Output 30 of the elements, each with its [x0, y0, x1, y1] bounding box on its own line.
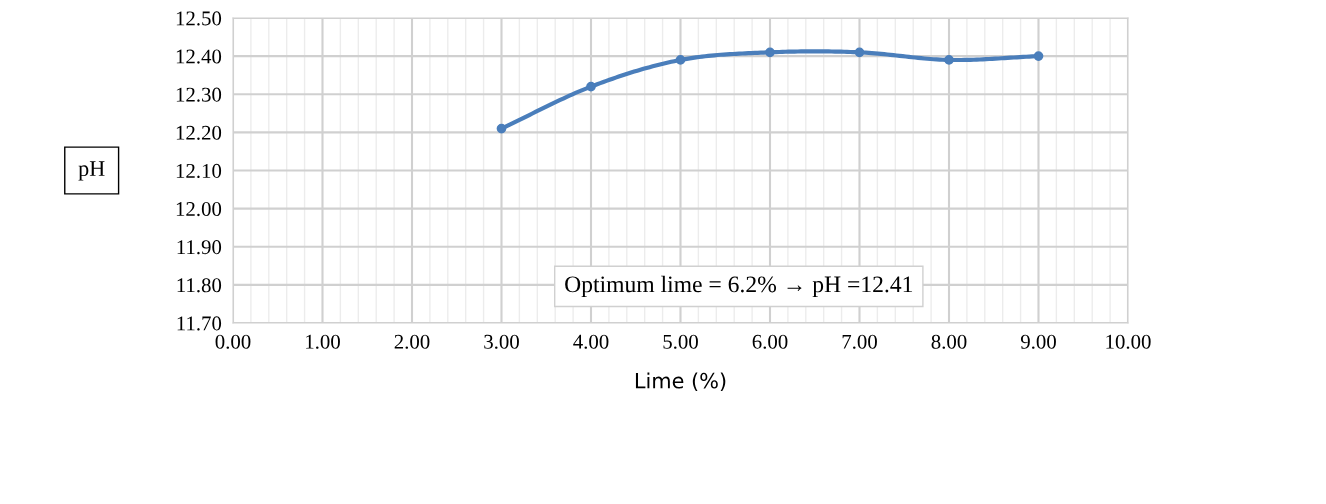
- x-tick-label: 9.00: [1020, 334, 1056, 349]
- x-tick-label: 0.00: [215, 334, 251, 349]
- x-tick-label: 6.00: [752, 334, 788, 349]
- x-tick-label: 8.00: [931, 334, 967, 349]
- x-tick-label: 2.00: [394, 334, 430, 349]
- x-tick-label: 3.00: [484, 334, 519, 349]
- y-tick-label: 12.10: [176, 163, 222, 179]
- x-tick-label: 1.00: [306, 334, 340, 349]
- y-tick-label: 12.00: [176, 202, 222, 217]
- y-axis-title: pH: [78, 161, 105, 181]
- x-tick-label: 4.00: [573, 334, 609, 349]
- point: [1033, 51, 1044, 61]
- y-tick-label: 11.70: [177, 316, 222, 331]
- y-tick-label: 11.80: [177, 278, 222, 293]
- y-tick-label: 12.40: [176, 49, 222, 64]
- y-tick-label: 12.30: [176, 87, 222, 102]
- y-tick-label: 12.20: [176, 125, 222, 140]
- annotation: Optimum lime = 6.2% → pH =12.41: [565, 275, 913, 298]
- x-tick-label: 10.00: [1106, 334, 1151, 349]
- point: [765, 47, 775, 58]
- point: [854, 47, 865, 58]
- y-tick-label: 12.50: [176, 11, 222, 26]
- point: [586, 81, 596, 92]
- x-tick-label: 5.00: [663, 334, 698, 349]
- y-tick-label: 11.90: [177, 240, 222, 255]
- x-axis-title: Lime (%): [635, 372, 726, 392]
- point: [496, 123, 507, 134]
- point: [675, 55, 686, 65]
- x-tick-label: 7.00: [842, 334, 877, 349]
- point: [944, 55, 954, 65]
